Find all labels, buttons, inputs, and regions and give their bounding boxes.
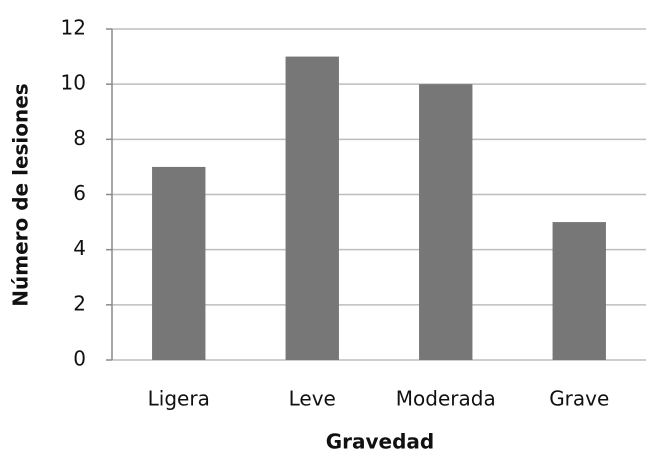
y-tick-label: 12 bbox=[61, 16, 86, 40]
y-tick-label: 4 bbox=[73, 236, 86, 260]
x-tick-label: Ligera bbox=[148, 387, 210, 411]
y-tick-label: 10 bbox=[61, 71, 86, 95]
y-tick-label: 6 bbox=[73, 181, 86, 205]
bar bbox=[419, 84, 473, 361]
x-tick-label: Moderada bbox=[396, 387, 496, 411]
x-tick-label: Grave bbox=[549, 387, 609, 411]
y-tick-label: 8 bbox=[73, 126, 86, 150]
bar bbox=[152, 166, 206, 360]
bar bbox=[552, 222, 606, 360]
x-axis-label: Gravedad bbox=[326, 430, 435, 454]
x-tick-label: Leve bbox=[289, 387, 336, 411]
y-tick-label: 0 bbox=[73, 347, 86, 371]
bar bbox=[285, 56, 339, 360]
y-axis-label: Número de lesiones bbox=[9, 83, 33, 306]
y-tick-label: 2 bbox=[73, 291, 86, 315]
